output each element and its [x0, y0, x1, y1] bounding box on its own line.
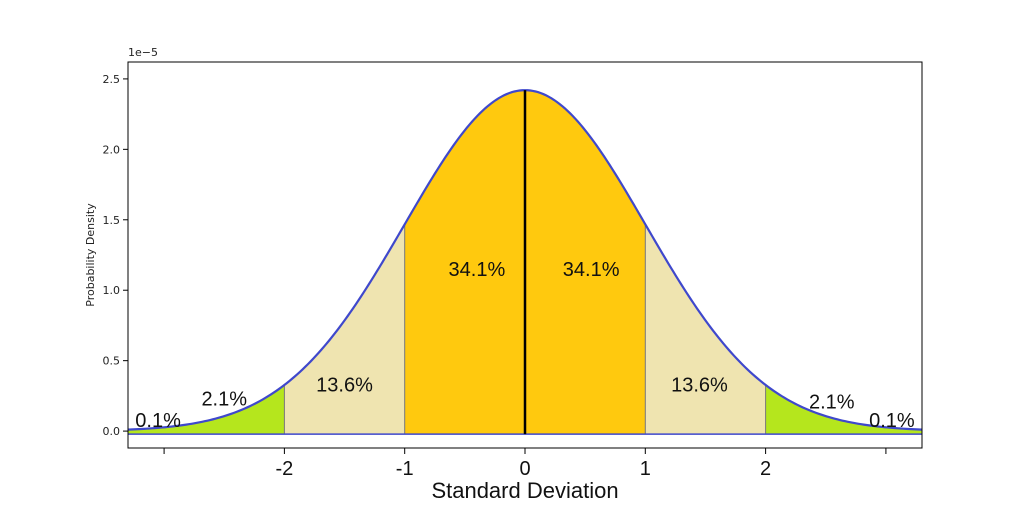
percentage-label: 2.1%	[809, 392, 855, 414]
y-offset-label: 1e−5	[128, 46, 158, 59]
y-tick-label: 2.5	[103, 73, 121, 86]
x-tick-label: -2	[275, 458, 293, 480]
y-tick-label: 1.0	[103, 284, 121, 297]
y-tick-label: 1.5	[103, 214, 121, 227]
region-2	[404, 90, 525, 435]
percentage-label: 34.1%	[563, 259, 620, 281]
percentage-label: 13.6%	[316, 375, 373, 397]
percentage-label: 0.1%	[135, 410, 181, 432]
x-axis-label: Standard Deviation	[431, 478, 618, 503]
y-axis-label: Probability Density	[84, 203, 97, 307]
y-tick-label: 0.5	[103, 355, 121, 368]
region-3	[525, 90, 646, 435]
percentage-label: 2.1%	[201, 389, 247, 411]
x-tick-label: -1	[396, 458, 414, 480]
region-0	[128, 384, 285, 435]
region-5	[765, 384, 922, 435]
percentage-label: 0.1%	[869, 410, 915, 432]
percentage-labels: 0.1% 2.1% 13.6% 34.1% 34.1% 13.6% 2.1% 0.1%	[135, 259, 915, 432]
percentage-label: 13.6%	[671, 375, 728, 397]
y-axis-ticks: 0.0 0.5 1.0 1.5 2.0 2.5	[103, 73, 128, 438]
y-tick-label: 0.0	[103, 425, 121, 438]
x-tick-label: 0	[519, 458, 530, 480]
y-tick-label: 2.0	[103, 143, 121, 156]
percentage-label: 34.1%	[449, 259, 506, 281]
x-tick-label: 2	[760, 458, 771, 480]
x-axis-ticks: -2 -1 0 1 2	[163, 448, 887, 480]
x-tick-label: 1	[640, 458, 651, 480]
